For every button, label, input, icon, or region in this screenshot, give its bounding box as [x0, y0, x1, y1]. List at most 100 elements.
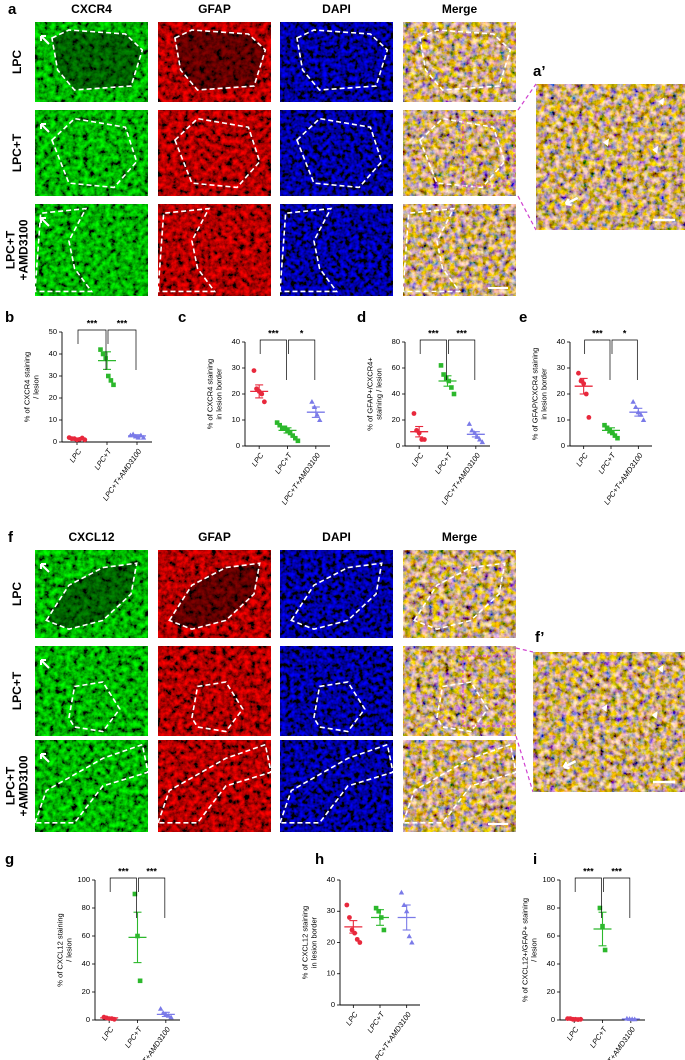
y-tick-label: 20 [327, 937, 335, 946]
y-tick-label: 40 [82, 959, 90, 968]
y-axis-label: in lesion border [309, 916, 318, 968]
x-tick-label: LPC+T [433, 450, 455, 476]
lesion-outline [34, 207, 94, 293]
lesion-outline [419, 29, 512, 91]
lesion-outline [296, 29, 389, 91]
x-tick-label: LPC [410, 451, 426, 469]
inset-micrograph [536, 84, 685, 230]
y-tick-label: 20 [547, 987, 555, 996]
micrograph [35, 204, 148, 296]
row-label: +AMD3100 [17, 755, 31, 816]
point [106, 373, 111, 379]
lesion-outline [436, 681, 489, 733]
significance-label: *** [428, 328, 439, 338]
significance-label: *** [87, 318, 98, 328]
point [449, 385, 454, 390]
point [479, 439, 486, 445]
point [357, 940, 363, 945]
point [477, 436, 483, 442]
error-bar [349, 920, 358, 934]
point [309, 399, 315, 404]
point [451, 391, 457, 397]
micrograph [280, 740, 393, 832]
lesion-outline [68, 681, 121, 733]
channel-header: Merge [442, 530, 478, 544]
error-bar [283, 427, 292, 434]
error-bar [103, 351, 111, 370]
y-tick-label: 30 [557, 363, 565, 372]
inset-micrograph [533, 652, 685, 792]
significance-bracket [603, 877, 631, 918]
micrograph [35, 740, 148, 832]
inset-label: f’ [535, 629, 544, 646]
y-tick-label: 0 [86, 1015, 90, 1024]
x-tick-label: LPC+T [365, 1009, 387, 1035]
micrograph [158, 204, 271, 296]
arrow [40, 217, 50, 227]
y-axis-label: % of GFAP+/CXCR4+ [365, 357, 374, 431]
arrow [40, 35, 50, 45]
panel-label: g [5, 851, 14, 868]
micrograph [280, 110, 393, 196]
y-axis-label: / lesion [529, 938, 538, 962]
arrowhead [657, 664, 664, 673]
inset-arrow [562, 760, 577, 770]
point [98, 347, 103, 352]
lesion-shade [169, 563, 260, 630]
point [277, 422, 282, 428]
lesion-outline [290, 562, 383, 631]
zoom-link [515, 735, 534, 793]
point [111, 382, 116, 388]
significance-label: *** [268, 328, 279, 338]
point [295, 438, 301, 444]
panel-label: b [5, 309, 14, 326]
point [411, 411, 417, 416]
significance-label: * [623, 328, 627, 338]
point [640, 417, 647, 422]
x-tick-label: LPC+T [596, 450, 618, 476]
arrowhead [658, 97, 665, 106]
lesion-outline [278, 743, 394, 824]
row-label: LPC [10, 582, 24, 606]
channel-header: Merge [442, 2, 478, 16]
y-tick-label: 10 [232, 415, 240, 424]
point [406, 933, 412, 939]
error-bar [607, 427, 615, 434]
significance-bracket [107, 329, 137, 370]
x-tick-label: LPC [574, 451, 590, 469]
lesion-outline [279, 207, 339, 293]
arrow [40, 123, 50, 133]
significance-label: *** [146, 866, 157, 876]
point [576, 370, 581, 376]
x-tick-label: LPC [344, 1010, 360, 1028]
point [100, 351, 106, 357]
channel-header: CXCR4 [71, 2, 112, 16]
micrograph [280, 22, 393, 102]
point [140, 434, 147, 440]
y-axis-label: % of CXCR4 staining [205, 359, 214, 429]
lesion-outline [191, 681, 244, 733]
panel-label: i [533, 851, 537, 868]
micrograph [403, 646, 516, 736]
significance-bracket [77, 329, 107, 370]
zoom-link [515, 647, 534, 653]
x-tick-label: LPC+T [92, 446, 114, 472]
arrowhead [652, 145, 659, 154]
point [602, 947, 608, 953]
error-bar [579, 377, 588, 395]
y-tick-label: 80 [547, 903, 555, 912]
point [317, 417, 323, 422]
y-tick-label: 10 [557, 415, 565, 424]
y-axis-label: % of CXCL12+/GFAP+ staining [520, 898, 529, 1002]
point [466, 421, 473, 426]
y-axis-label: staining / lesion [374, 368, 383, 420]
lesion-outline [157, 207, 217, 293]
significance-bracket [574, 877, 602, 918]
lesion-outline [401, 743, 517, 824]
point [261, 399, 267, 405]
inset-label: a’ [533, 63, 546, 80]
y-axis-label: / lesion [31, 375, 40, 399]
y-axis-label: / lesion [64, 938, 73, 962]
panel-label: e [519, 309, 527, 326]
